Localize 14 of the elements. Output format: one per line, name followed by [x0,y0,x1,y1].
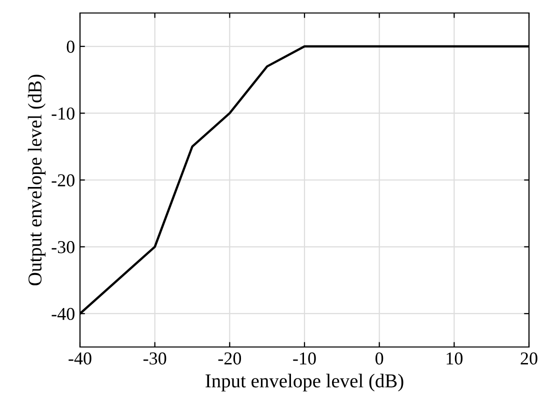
y-tick-label: -40 [52,308,74,320]
x-tick-label: -40 [68,352,92,365]
x-tick-label: 10 [446,352,463,365]
x-axis-title: Input envelope level (dB) [206,374,404,392]
y-tick-label: 0 [66,40,74,53]
y-tick-label: -30 [52,241,74,254]
x-tick-label: -10 [293,352,316,365]
x-tick-label: 0 [376,352,384,365]
y-tick-label: -20 [52,174,74,186]
y-axis-title: Output envelope level (dB) [28,74,46,286]
x-tick-label: 20 [520,352,538,365]
x-tick-label: -30 [143,352,166,365]
y-tick-label: -10 [52,107,74,120]
x-tick-label: -20 [218,352,242,365]
